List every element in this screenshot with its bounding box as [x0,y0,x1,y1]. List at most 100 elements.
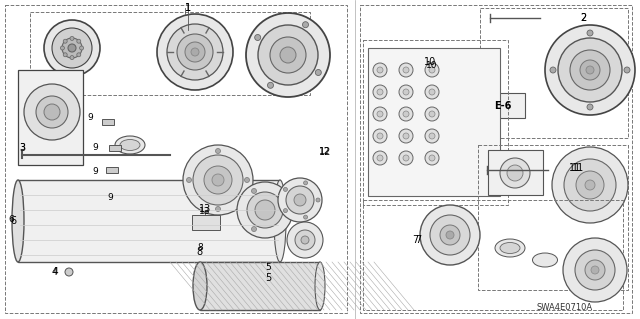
Text: 11: 11 [572,163,584,173]
Circle shape [212,174,224,186]
Text: 8: 8 [197,243,203,253]
Circle shape [44,20,100,76]
Circle shape [425,151,439,165]
Polygon shape [192,215,220,230]
Circle shape [216,206,221,211]
Circle shape [373,129,387,143]
Circle shape [420,205,480,265]
Circle shape [204,166,232,194]
Ellipse shape [532,253,557,267]
Circle shape [316,70,321,76]
Circle shape [580,60,600,80]
Circle shape [52,28,92,68]
Circle shape [295,230,315,250]
Text: 8: 8 [196,247,202,257]
Text: 1: 1 [185,3,191,13]
Text: 10: 10 [426,61,438,70]
Circle shape [550,67,556,73]
Text: 9: 9 [92,144,98,152]
Circle shape [284,209,287,212]
Circle shape [558,38,622,102]
Circle shape [303,22,308,28]
Circle shape [278,178,322,222]
Text: 3: 3 [19,143,25,153]
Text: 9: 9 [92,167,98,176]
Circle shape [585,180,595,190]
Text: SWA4E0710A: SWA4E0710A [537,303,593,313]
Ellipse shape [120,139,140,151]
Polygon shape [18,180,280,262]
Ellipse shape [315,262,325,310]
Circle shape [587,30,593,36]
Ellipse shape [12,180,24,262]
Circle shape [399,63,413,77]
Circle shape [294,194,306,206]
Circle shape [545,25,635,115]
Circle shape [252,189,257,193]
Circle shape [425,85,439,99]
Circle shape [403,89,409,95]
Circle shape [301,236,309,244]
Circle shape [425,129,439,143]
Ellipse shape [500,242,520,254]
Circle shape [246,13,330,97]
Circle shape [303,181,308,185]
Circle shape [403,67,409,73]
Circle shape [62,38,82,58]
Circle shape [157,14,233,90]
Circle shape [285,207,289,212]
Circle shape [425,63,439,77]
Circle shape [65,268,73,276]
Text: 6: 6 [10,216,16,226]
Circle shape [399,129,413,143]
Text: 3: 3 [19,144,25,152]
Text: 4: 4 [52,268,58,277]
Circle shape [377,111,383,117]
Circle shape [186,177,191,182]
Text: 1: 1 [185,3,191,13]
Text: 7: 7 [415,235,421,245]
Ellipse shape [193,262,207,310]
Circle shape [193,155,243,205]
Circle shape [303,215,308,219]
Polygon shape [109,145,121,151]
Circle shape [500,158,530,188]
Circle shape [36,96,68,128]
Bar [363,200,623,310]
Circle shape [563,238,627,302]
Circle shape [586,66,594,74]
Circle shape [244,177,250,182]
Circle shape [373,63,387,77]
Circle shape [286,186,314,214]
Text: 11: 11 [569,163,581,173]
Text: 10: 10 [424,57,436,67]
Circle shape [216,149,221,153]
Circle shape [429,111,435,117]
Ellipse shape [274,180,286,262]
Circle shape [429,155,435,161]
Text: 7: 7 [412,235,418,245]
Circle shape [24,84,80,140]
Circle shape [377,133,383,139]
Circle shape [287,222,323,258]
Circle shape [185,42,205,62]
Text: 9: 9 [87,114,93,122]
Circle shape [399,85,413,99]
Circle shape [429,133,435,139]
Circle shape [268,82,273,88]
Circle shape [440,225,460,245]
Bar [18,70,83,165]
Circle shape [624,67,630,73]
Circle shape [585,260,605,280]
Circle shape [591,266,599,274]
Circle shape [280,47,296,63]
Circle shape [63,53,67,57]
Circle shape [258,25,318,85]
Circle shape [270,37,306,73]
Circle shape [63,39,67,43]
Circle shape [373,85,387,99]
Ellipse shape [115,136,145,154]
Circle shape [552,147,628,223]
Circle shape [255,34,260,41]
Circle shape [183,145,253,215]
